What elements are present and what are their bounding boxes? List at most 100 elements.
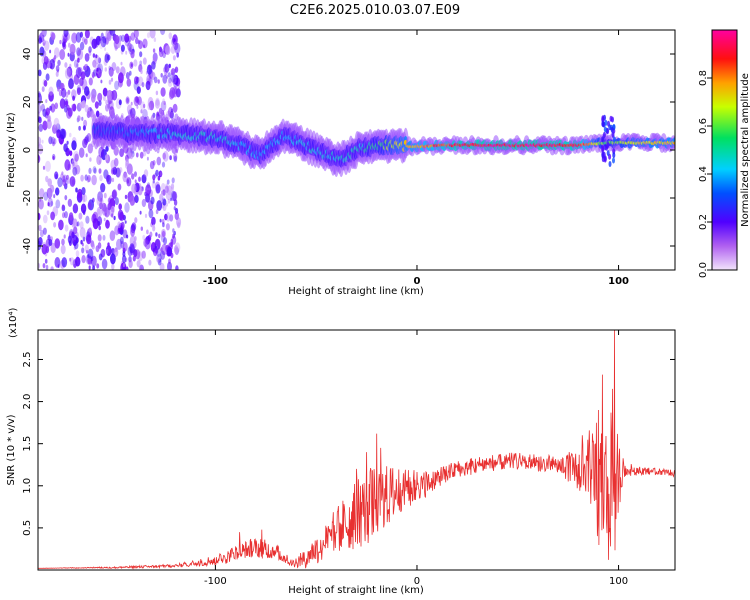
noise-speckle <box>84 53 90 62</box>
noise-speckle <box>168 258 171 264</box>
noise-speckle <box>111 91 117 100</box>
noise-speckle <box>114 45 118 51</box>
noise-speckle <box>158 107 163 115</box>
noise-speckle <box>57 86 60 92</box>
noise-speckle <box>75 187 78 193</box>
noise-speckle <box>38 103 42 114</box>
noise-speckle <box>71 104 75 110</box>
noise-speckle <box>84 104 89 113</box>
noise-speckle <box>42 227 47 235</box>
noise-speckle <box>169 214 174 222</box>
spectrogram-y-label: Frequency (Hz) <box>6 112 17 188</box>
noise-speckle <box>171 74 177 84</box>
noise-speckle <box>88 227 92 234</box>
noise-speckle <box>88 46 92 53</box>
noise-speckle <box>47 178 52 187</box>
noise-speckle <box>158 48 164 58</box>
noise-speckle <box>43 191 49 201</box>
noise-speckle <box>59 49 66 60</box>
noise-speckle <box>105 99 108 105</box>
noise-speckle <box>100 182 106 193</box>
noise-speckle <box>49 49 52 54</box>
noise-speckle <box>69 132 72 138</box>
noise-speckle <box>38 69 42 77</box>
noise-speckle <box>64 195 68 201</box>
noise-speckle <box>120 236 124 245</box>
noise-speckle <box>71 32 78 44</box>
noise-speckle <box>108 106 115 117</box>
noise-speckle <box>146 32 151 39</box>
noise-speckle <box>131 222 137 232</box>
noise-speckle <box>69 257 72 262</box>
noise-speckle <box>173 245 179 254</box>
noise-speckle <box>170 252 174 259</box>
noise-speckle <box>45 264 49 270</box>
noise-speckle <box>48 239 53 246</box>
noise-speckle <box>81 255 86 264</box>
noise-speckle <box>81 86 84 91</box>
noise-speckle <box>161 161 166 168</box>
noise-speckle <box>82 100 86 108</box>
ridge-spike <box>604 119 608 126</box>
noise-speckle <box>121 34 125 42</box>
noise-speckle <box>68 78 74 90</box>
noise-speckle <box>84 30 90 39</box>
noise-speckle <box>120 44 125 52</box>
noise-speckle <box>111 213 114 218</box>
x-tick-label: 100 <box>609 576 628 587</box>
noise-speckle <box>132 255 136 262</box>
noise-speckle <box>164 213 168 221</box>
noise-speckle <box>124 33 130 43</box>
ridge-spike <box>603 126 607 133</box>
noise-speckle <box>171 187 174 192</box>
ridge-spike <box>606 150 610 156</box>
noise-speckle <box>67 198 73 207</box>
noise-speckle <box>99 201 104 210</box>
spectrogram-panel: -100 0 100 -40 -20 0 20 40 Height of straight … <box>6 29 676 297</box>
noise-speckle <box>177 84 181 90</box>
noise-speckle <box>159 171 163 177</box>
noise-speckle <box>59 98 66 109</box>
noise-speckle <box>91 38 98 49</box>
noise-speckle <box>97 216 103 226</box>
noise-speckle <box>61 87 67 98</box>
x-tick-label: -100 <box>204 576 227 587</box>
noise-speckle <box>92 265 95 270</box>
noise-speckle <box>140 101 146 111</box>
ridge-spike <box>612 136 616 143</box>
noise-speckle <box>41 139 44 144</box>
noise-speckle <box>50 200 54 207</box>
noise-speckle <box>162 222 165 228</box>
noise-speckle <box>50 266 54 270</box>
noise-speckle <box>162 198 167 206</box>
noise-speckle <box>173 231 176 236</box>
noise-speckle <box>160 87 166 97</box>
noise-speckle <box>162 203 167 212</box>
noise-speckle <box>66 174 69 180</box>
noise-speckle <box>155 209 159 215</box>
noise-speckle <box>111 177 115 183</box>
noise-speckle <box>134 194 139 204</box>
noise-speckle <box>125 50 128 55</box>
noise-speckle <box>87 202 92 210</box>
noise-speckle <box>163 237 167 245</box>
noise-speckle <box>145 193 151 203</box>
noise-speckle <box>104 154 109 161</box>
noise-speckle <box>140 226 143 231</box>
noise-speckle <box>97 242 102 249</box>
noise-speckle <box>114 225 120 236</box>
noise-speckle <box>81 187 86 195</box>
noise-speckle <box>38 236 43 246</box>
noise-speckle <box>151 180 156 189</box>
noise-speckle <box>48 91 54 102</box>
noise-speckle <box>142 234 146 241</box>
noise-speckle <box>69 43 76 56</box>
snr-frame <box>37 329 676 571</box>
noise-speckle <box>84 38 88 45</box>
noise-speckle <box>136 260 141 268</box>
noise-speckle <box>151 71 156 80</box>
noise-speckle <box>133 30 139 39</box>
noise-speckle <box>61 171 64 176</box>
noise-speckle <box>53 222 57 228</box>
